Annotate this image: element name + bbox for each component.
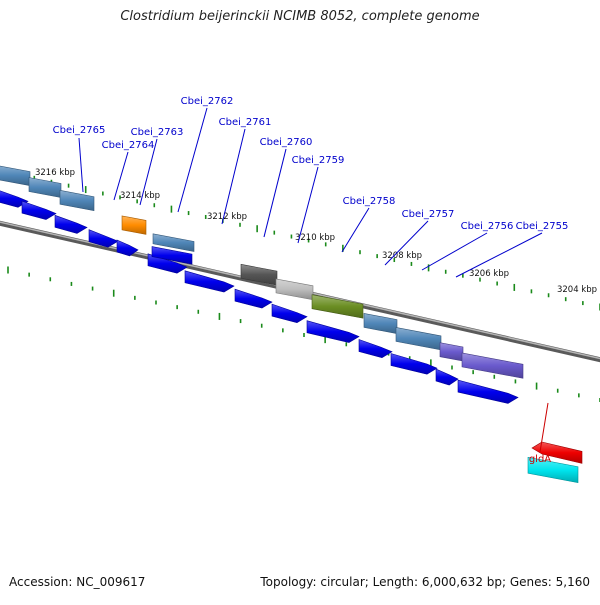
gene-label-leader bbox=[139, 138, 158, 206]
gene-feature bbox=[390, 353, 438, 375]
gene-feature bbox=[358, 339, 393, 359]
scale-label: 3204 kbp bbox=[557, 285, 597, 295]
gene-feature bbox=[59, 189, 95, 212]
gene-label: Cbei_2756 bbox=[461, 221, 514, 232]
gene-feature bbox=[435, 368, 459, 386]
gene-feature bbox=[28, 177, 62, 198]
gene-label: Cbei_2757 bbox=[402, 209, 455, 220]
gene-feature bbox=[151, 246, 193, 265]
gene-feature bbox=[21, 200, 57, 220]
gene-feature bbox=[0, 165, 31, 186]
genome-summary-label: Topology: circular; Length: 6,000,632 bp… bbox=[260, 575, 590, 589]
gene-feature bbox=[363, 313, 398, 334]
scale-label: 3210 kbp bbox=[295, 233, 335, 243]
gene-label: Cbei_2764 bbox=[102, 140, 155, 151]
gene-feature bbox=[271, 303, 308, 324]
accession-label: Accession: NC_009617 bbox=[9, 575, 146, 589]
gene-feature bbox=[234, 288, 273, 309]
gene-feature bbox=[147, 253, 188, 274]
scale-label: 3208 kbp bbox=[382, 251, 422, 261]
gene-feature bbox=[531, 441, 583, 464]
gene-label: Cbei_2762 bbox=[181, 96, 234, 107]
gene-feature bbox=[184, 270, 235, 293]
gene-feature bbox=[121, 215, 147, 235]
gene-feature bbox=[275, 278, 314, 301]
gene-feature bbox=[527, 456, 579, 484]
gene-label-leader bbox=[384, 220, 429, 266]
gene-feature bbox=[88, 229, 119, 248]
gene-feature bbox=[54, 214, 88, 234]
gene-label-leader bbox=[177, 107, 208, 213]
gene-feature bbox=[152, 233, 195, 252]
gene-feature bbox=[395, 327, 442, 351]
gene-feature bbox=[116, 239, 139, 257]
scale-label: 3216 kbp bbox=[35, 168, 75, 178]
gene-label-leader bbox=[78, 137, 84, 193]
gene-feature bbox=[457, 379, 519, 404]
gene-label: Cbei_2765 bbox=[53, 125, 106, 136]
gene-label-leader bbox=[421, 232, 488, 271]
gene-label: Cbei_2759 bbox=[292, 155, 345, 166]
scale-label: 3212 kbp bbox=[207, 212, 247, 222]
scale-label: 3214 kbp bbox=[120, 191, 160, 201]
gene-label-leader bbox=[539, 402, 549, 453]
gene-label-leader bbox=[341, 207, 370, 253]
gene-label-leader bbox=[263, 148, 287, 238]
gene-label-leader bbox=[113, 151, 129, 201]
gene-feature bbox=[240, 263, 278, 286]
scale-label: 3206 kbp bbox=[469, 269, 509, 279]
gene-label-leader bbox=[221, 128, 246, 225]
gene-feature bbox=[439, 342, 464, 362]
gene-feature bbox=[461, 352, 524, 379]
gene-label: Cbei_2761 bbox=[219, 117, 272, 128]
gene-label: Cbei_2763 bbox=[131, 127, 184, 138]
gene-label: gldA bbox=[529, 454, 551, 465]
gene-label: Cbei_2755 bbox=[516, 221, 569, 232]
gene-label: Cbei_2760 bbox=[260, 137, 313, 148]
gene-label-leader bbox=[297, 166, 319, 244]
map-title: Clostridium beijerinckii NCIMB 8052, com… bbox=[120, 9, 480, 24]
gene-feature bbox=[306, 320, 360, 343]
gene-feature bbox=[311, 294, 364, 319]
gene-label: Cbei_2758 bbox=[343, 196, 396, 207]
gene-label-leader bbox=[455, 232, 543, 278]
